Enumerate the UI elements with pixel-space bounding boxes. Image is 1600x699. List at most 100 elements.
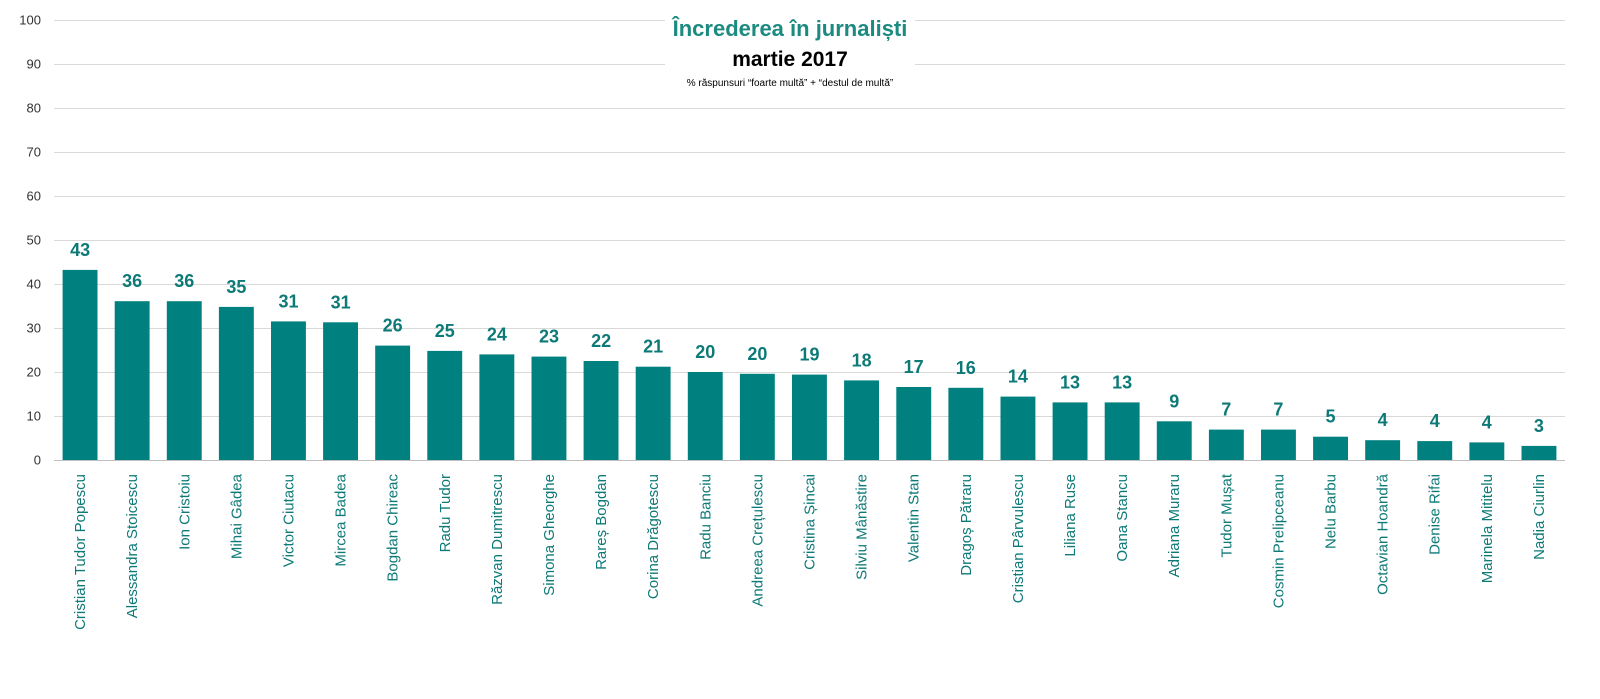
x-tick-label-20: Oana Stancu [1114,474,1131,562]
x-tick-label-14: Cristina Șincai [802,474,819,570]
bar-11 [635,366,671,460]
data-label-24: 5 [1325,407,1335,427]
bar-4 [271,321,306,460]
x-tick-label-25: Octavian Hoandră [1375,473,1392,595]
x-tick-label-7: Radu Tudor [437,474,454,552]
y-tick-label: 40 [27,277,41,292]
x-tick-label-19: Liliana Ruse [1062,474,1079,557]
bar-16 [896,387,932,460]
bar-28 [1521,445,1557,460]
chart-note: % răspunsuri “foarte multă” + “destul de… [686,78,894,89]
bar-7 [427,350,463,460]
data-label-18: 14 [1008,367,1028,387]
data-label-3: 35 [226,277,246,297]
bar-12 [687,372,723,460]
data-label-27: 4 [1482,412,1492,432]
bar-25 [1365,440,1401,460]
x-tick-label-12: Radu Banciu [697,474,714,560]
x-tick-label-26: Denise Rifai [1427,474,1444,555]
data-label-7: 25 [435,321,455,341]
y-tick-label: 0 [34,453,41,468]
data-label-10: 22 [591,331,611,351]
x-tick-label-15: Silviu Mânăstire [854,474,871,580]
x-tick-label-5: Mircea Badea [333,473,350,566]
bar-17 [948,387,984,460]
data-label-17: 16 [956,358,976,378]
data-label-5: 31 [331,292,351,312]
bar-9 [531,356,567,460]
x-tick-label-4: Victor Ciutacu [281,474,298,567]
x-tick-label-13: Andreea Crețulescu [749,474,766,607]
y-tick-label: 50 [27,233,41,248]
bar-26 [1417,441,1453,460]
x-tick-label-10: Rareș Bogdan [593,474,610,570]
x-tick-label-6: Bogdan Chireac [385,474,402,582]
chart-title-block: Încrederea în jurnaliști martie 2017 % r… [665,12,915,102]
data-label-4: 31 [278,291,298,311]
bar-14 [792,374,827,460]
y-tick-label: 70 [27,145,41,160]
x-tick-label-21: Adriana Muraru [1166,474,1183,577]
y-axis-ticks: 0 10 20 30 40 50 60 70 80 90 100 [19,13,41,468]
x-tick-label-16: Valentin Stan [906,474,923,562]
x-tick-label-9: Simona Gheorghe [541,474,558,596]
bar-22 [1208,429,1244,460]
bars [62,269,1557,460]
data-label-13: 20 [747,344,767,364]
bar-8 [479,354,515,460]
x-tick-label-23: Cosmin Prelipceanu [1270,474,1287,608]
chart-title: Încrederea în jurnaliști [672,16,908,41]
x-tick-label-2: Ion Cristoiu [176,474,193,550]
data-label-21: 9 [1169,391,1179,411]
bar-19 [1052,402,1088,460]
x-tick-label-24: Nelu Barbu [1323,474,1340,549]
y-tick-label: 80 [27,101,41,116]
bar-24 [1313,436,1348,460]
bar-0 [62,269,98,460]
bar-18 [1000,396,1036,460]
bar-20 [1104,402,1140,460]
x-tick-label-27: Marinela Mititelu [1479,474,1496,583]
data-label-8: 24 [487,324,507,344]
bar-21 [1156,421,1192,460]
x-tick-label-17: Dragoș Pătraru [958,474,975,576]
x-tick-label-18: Cristian Pârvulescu [1010,474,1027,603]
data-label-26: 4 [1430,411,1440,431]
x-tick-label-11: Corina Drăgotescu [645,474,662,599]
bar-15 [844,380,879,460]
data-label-1: 36 [122,271,142,291]
bar-23 [1261,429,1296,460]
x-axis-ticks: Cristian Tudor Popescu Alessandra Stoices… [72,473,1548,630]
data-label-28: 3 [1534,416,1544,436]
data-label-2: 36 [174,271,194,291]
x-tick-label-8: Răzvan Dumitrescu [489,474,506,605]
chart-subtitle: martie 2017 [732,48,848,71]
bar-5 [323,322,358,460]
data-label-20: 13 [1112,372,1132,392]
data-label-22: 7 [1221,400,1231,420]
data-label-19: 13 [1060,372,1080,392]
bar-1 [114,301,150,460]
data-label-15: 18 [852,350,872,370]
x-tick-label-22: Tudor Mușat [1218,473,1235,557]
y-tick-label: 20 [27,365,41,380]
y-tick-label: 90 [27,57,41,72]
y-tick-label: 60 [27,189,41,204]
y-tick-label: 100 [19,13,41,28]
y-tick-label: 30 [27,321,41,336]
data-label-0: 43 [70,240,90,260]
data-label-12: 20 [695,342,715,362]
bar-10 [583,361,619,460]
x-tick-label-3: Mihai Gâdea [228,473,245,559]
data-label-16: 17 [904,357,924,377]
bar-3 [218,306,254,460]
bar-27 [1469,442,1505,460]
data-label-9: 23 [539,327,559,347]
bar-13 [739,373,775,460]
x-tick-label-28: Nadia Ciurlin [1531,474,1548,560]
bar-6 [375,345,411,460]
x-tick-label-1: Alessandra Stoicescu [124,474,141,618]
data-label-14: 19 [799,345,819,365]
data-label-23: 7 [1273,400,1283,420]
